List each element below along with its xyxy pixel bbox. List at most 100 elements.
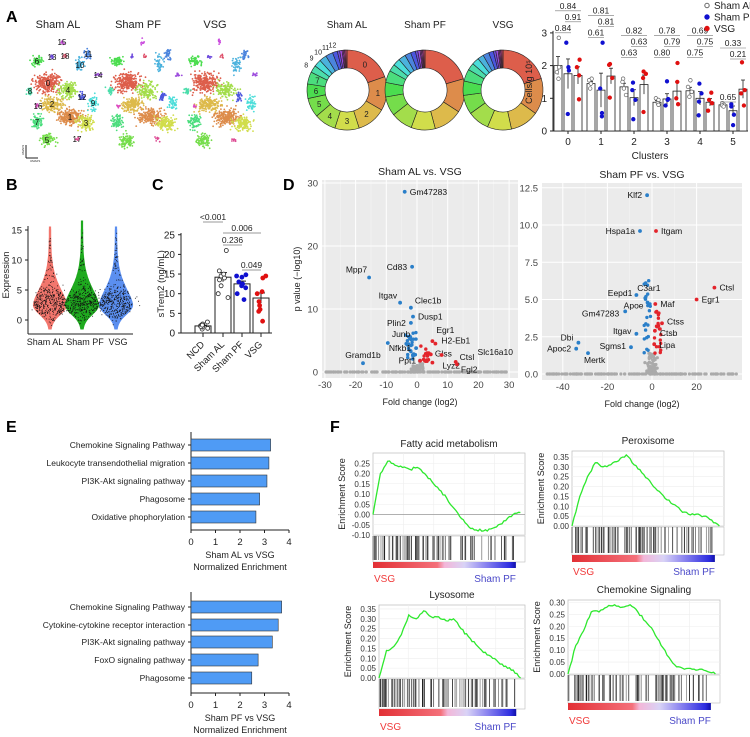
umap-cell-point [53,104,56,107]
umap-cell-point [201,142,203,145]
umap-cell-point [206,85,209,87]
cell-point [51,286,53,288]
umap-cell-point [213,120,216,123]
umap-cell-point [225,86,228,88]
umap-cell-point [50,81,52,84]
p-value-label: 0.84 [560,1,577,11]
umap-cell-point [149,109,152,112]
cell-point [43,287,44,289]
umap-cell-point [134,109,137,112]
umap-cell-point [143,53,146,56]
umap-cell-point [64,113,67,116]
cell-point [37,310,39,312]
cell-point [51,303,53,305]
umap-cell-point [130,76,133,79]
umap-cell-point [158,99,161,101]
umap-cell-point [38,89,40,92]
umap-cell-point [46,95,49,97]
cell-point [37,300,39,302]
umap-cell-point [68,109,71,112]
umap-cell-point [131,53,134,56]
umap-cell-point [64,109,67,112]
umap-cell-point [145,94,148,97]
umap-cell-point [233,63,236,65]
umap-cell-point [243,121,246,123]
umap-cell-point [163,92,166,95]
umap-cell-point [41,97,44,99]
umap-cell-point [154,58,156,61]
umap-cell-point [138,112,141,115]
umap-cell-point [215,123,218,125]
umap-cell-point [170,117,173,119]
cell-point [41,303,43,305]
umap-cell-point [201,72,203,75]
data-point [600,40,605,45]
umap-cell-point [104,86,107,89]
umap-cell-point [174,129,176,132]
umap-cell-point [47,101,50,104]
umap-cell-point [198,101,201,104]
umap-cell-point [91,110,94,113]
umap-cell-point [141,90,144,93]
cell-point [52,289,54,291]
umap-cell-point [79,124,82,127]
p-value-label: 0.78 [659,25,676,35]
umap-cell-point [251,106,254,108]
umap-cell-point [240,118,243,121]
cell-point [70,300,72,302]
umap-cell-point [247,121,250,123]
umap-cell-point [118,86,121,88]
umap-cell-point [151,108,153,111]
umap-cell-point [205,110,207,113]
cell-point [79,310,81,312]
data-point [598,86,603,91]
umap-cell-point [35,88,38,91]
data-point [554,69,560,75]
umap-cell-point [236,126,239,129]
cell-point [84,292,86,294]
umap-cell-point [118,63,121,66]
umap-cell-point [162,58,164,61]
cell-point [50,301,52,303]
umap-cell-point [140,113,143,115]
umap-cell-point [168,49,171,52]
umap-cell-point [126,146,129,149]
umap-cell-point [222,57,225,59]
umap-cell-point [53,96,55,99]
umap-cell-point [131,80,133,82]
cell-point [59,300,61,302]
umap-cell-point [119,83,122,86]
umap-cell-point [241,122,243,124]
cell-point [87,283,89,285]
umap-cell-point [202,86,205,89]
umap-cell-point [80,115,83,118]
cell-point [49,248,51,250]
umap-cell-point [214,117,217,120]
umap-cell-point [212,125,215,128]
cell-point [63,302,65,304]
umap-cell-point [52,106,55,109]
umap-panel [25,40,103,149]
umap-cell-point [131,92,134,94]
umap-cell-point [160,94,163,97]
umap-cell-point [126,139,129,142]
umap-cell-point [239,129,242,132]
umap-cell-point [235,100,238,103]
umap-cell-point [76,90,79,93]
umap-cell-point [161,122,164,125]
umap-cell-point [192,126,194,129]
umap-cell-point [217,72,220,75]
umap-cell-point [232,111,235,114]
umap-cell-point [229,128,232,131]
umap-cell-point [196,138,199,141]
umap-cell-point [43,138,46,140]
umap-cell-point [40,58,43,60]
umap-cell-point [252,110,255,113]
umap-cell-point [155,120,158,122]
umap-cell-point [212,86,215,89]
umap-cell-point [143,119,146,122]
umap-cell-point [137,107,140,110]
cell-point [42,312,44,314]
umap-cell-point [43,100,46,103]
umap-cell-point [246,129,249,132]
